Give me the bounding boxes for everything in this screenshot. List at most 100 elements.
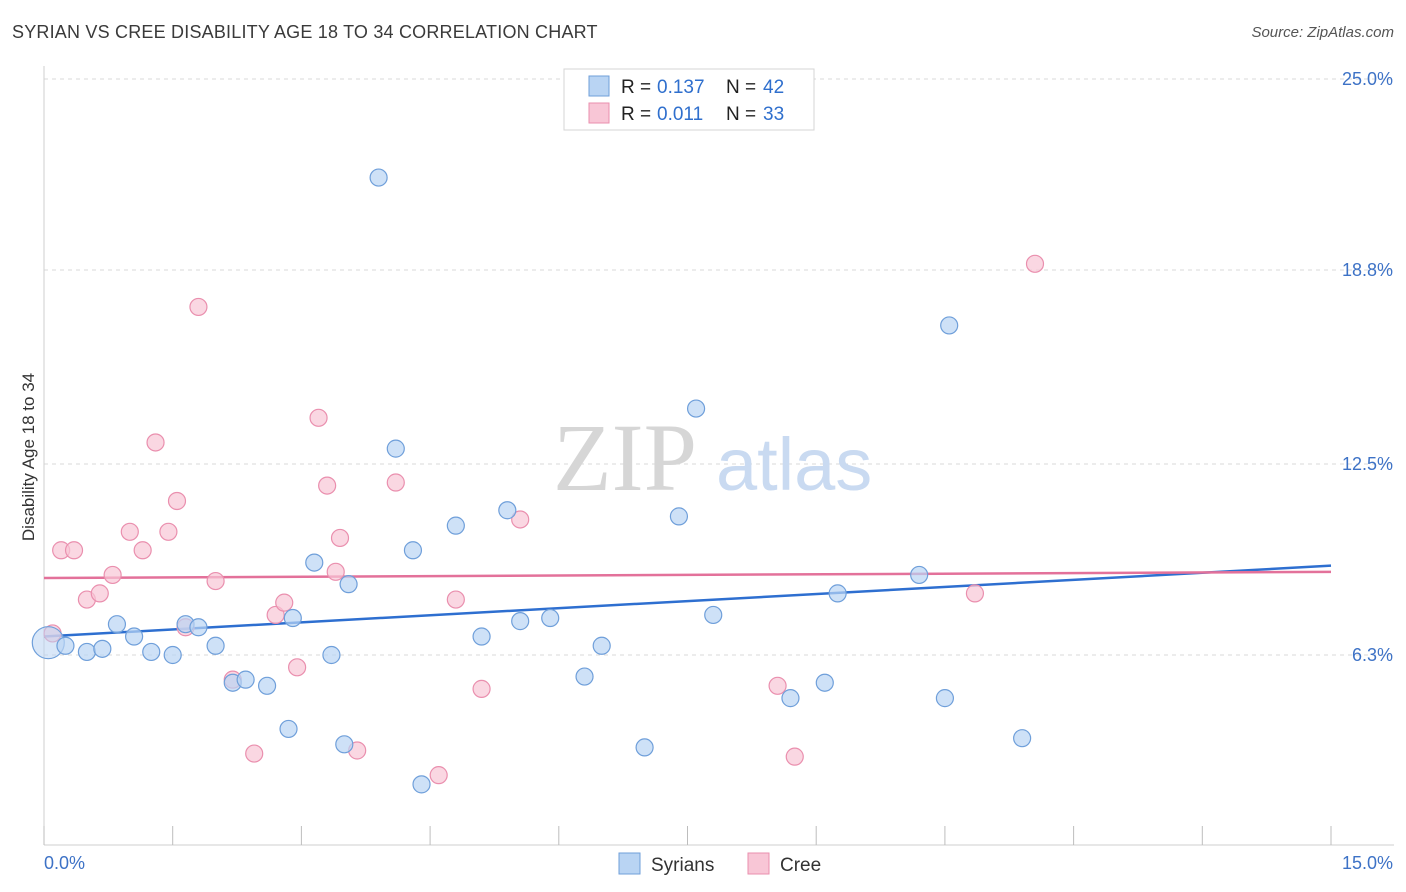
watermark-zip: ZIP	[553, 404, 697, 511]
syrians-point	[815, 673, 834, 692]
syrians-point	[386, 439, 405, 458]
cree-point	[146, 433, 165, 452]
source-label: Source: ZipAtlas.com	[1251, 24, 1394, 41]
legend-cree-r-label: R =	[621, 104, 651, 125]
y-tick-label-2: 18.8%	[1342, 260, 1393, 280]
syrians-point	[124, 627, 144, 646]
syrians-point	[189, 618, 208, 637]
syrians-point	[142, 642, 161, 662]
syrians-point	[635, 738, 654, 757]
syrians-point	[412, 775, 431, 794]
syrians-point	[575, 667, 594, 686]
syrians-point	[339, 575, 358, 594]
legend-cree-n-value: 33	[763, 104, 784, 125]
y-axis-label: Disability Age 18 to 34	[19, 373, 38, 541]
legend-bottom-syrians-label: Syrians	[651, 855, 714, 876]
syrians-point	[686, 399, 706, 418]
cree-point	[266, 605, 285, 625]
syrians-trend-line	[43, 564, 1332, 638]
cree-point	[288, 658, 307, 677]
trend-lines	[43, 564, 1332, 638]
cree-point	[159, 522, 178, 541]
cree-point	[189, 297, 208, 317]
cree-point	[446, 590, 465, 609]
cree-point	[275, 593, 294, 612]
x-tick-label-left: 0.0%	[44, 853, 85, 873]
syrians-point	[592, 636, 611, 655]
cree-point	[120, 522, 139, 541]
cree-point	[511, 510, 530, 529]
cree-point	[785, 747, 804, 766]
syrians-point	[369, 168, 388, 187]
legend-bottom-cree-label: Cree	[780, 855, 821, 876]
legend-syrians-r-value: 0.137	[657, 77, 705, 98]
legend-syrians-n-value: 42	[763, 77, 784, 98]
cree-points	[43, 254, 1045, 785]
syrians-point	[940, 316, 959, 335]
syrians-point	[283, 608, 302, 628]
cree-point	[318, 476, 337, 495]
cree-point	[1025, 254, 1045, 273]
syrians-point	[669, 507, 689, 526]
syrians-point	[403, 541, 423, 560]
syrians-point	[107, 615, 127, 634]
syrians-point	[1013, 729, 1032, 748]
cree-trend-line	[43, 570, 1332, 580]
syrians-point	[279, 719, 298, 739]
legend-bottom-cree-swatch	[747, 852, 770, 875]
syrians-point	[335, 735, 354, 754]
syrians-point	[305, 553, 324, 572]
y-tick-label-0: 6.3%	[1352, 645, 1393, 665]
syrians-point	[206, 636, 225, 655]
cree-point	[330, 528, 350, 548]
cree-point	[90, 584, 109, 603]
cree-point	[133, 541, 152, 560]
legend-top: R = 0.137 N = 42 R = 0.011 N = 33	[563, 68, 815, 131]
legend-syrians-n-label: N =	[726, 77, 756, 98]
x-tick-label-right: 15.0%	[1342, 853, 1393, 873]
syrian-points	[31, 168, 1032, 794]
syrians-point	[910, 565, 929, 585]
watermark-atlas: atlas	[716, 423, 872, 506]
legend-bottom-syrians-swatch	[618, 852, 641, 875]
cree-point	[326, 562, 345, 581]
syrians-point	[236, 670, 255, 689]
syrians-point	[935, 689, 955, 708]
watermark: ZIP atlas	[553, 404, 872, 511]
cree-point	[206, 571, 225, 591]
syrians-point	[781, 689, 800, 708]
syrians-point	[163, 645, 182, 665]
grid-lines	[44, 78, 1394, 656]
legend-cree-n-label: N =	[726, 104, 756, 125]
cree-point	[965, 584, 985, 603]
cree-point	[309, 408, 328, 427]
chart-title: SYRIAN VS CREE DISABILITY AGE 18 TO 34 C…	[12, 22, 598, 42]
cree-point	[167, 491, 187, 511]
syrians-point	[704, 605, 723, 625]
cree-point	[64, 541, 84, 560]
axes	[43, 66, 1394, 846]
legend-cree-r-value: 0.011	[657, 104, 703, 125]
syrians-point	[498, 501, 517, 520]
cree-point	[472, 679, 491, 698]
syrians-point	[828, 584, 847, 603]
cree-point	[386, 473, 405, 492]
cree-point	[768, 676, 787, 695]
legend-cree-swatch	[588, 102, 610, 124]
legend-syrians-swatch	[588, 75, 610, 97]
cree-point	[103, 565, 122, 585]
syrians-point	[56, 636, 75, 655]
cree-point	[429, 766, 448, 785]
y-tick-labels: 6.3% 12.5% 18.8% 25.0%	[1342, 69, 1393, 665]
syrians-point	[322, 645, 341, 665]
syrians-point	[511, 612, 530, 631]
cree-point	[245, 744, 264, 763]
syrians-point	[472, 627, 491, 646]
syrians-point	[93, 639, 112, 658]
legend-syrians-r-label: R =	[621, 77, 651, 98]
syrians-point	[257, 676, 277, 695]
y-tick-label-3: 25.0%	[1342, 69, 1393, 89]
syrians-point	[541, 608, 560, 628]
syrians-point	[446, 516, 465, 535]
